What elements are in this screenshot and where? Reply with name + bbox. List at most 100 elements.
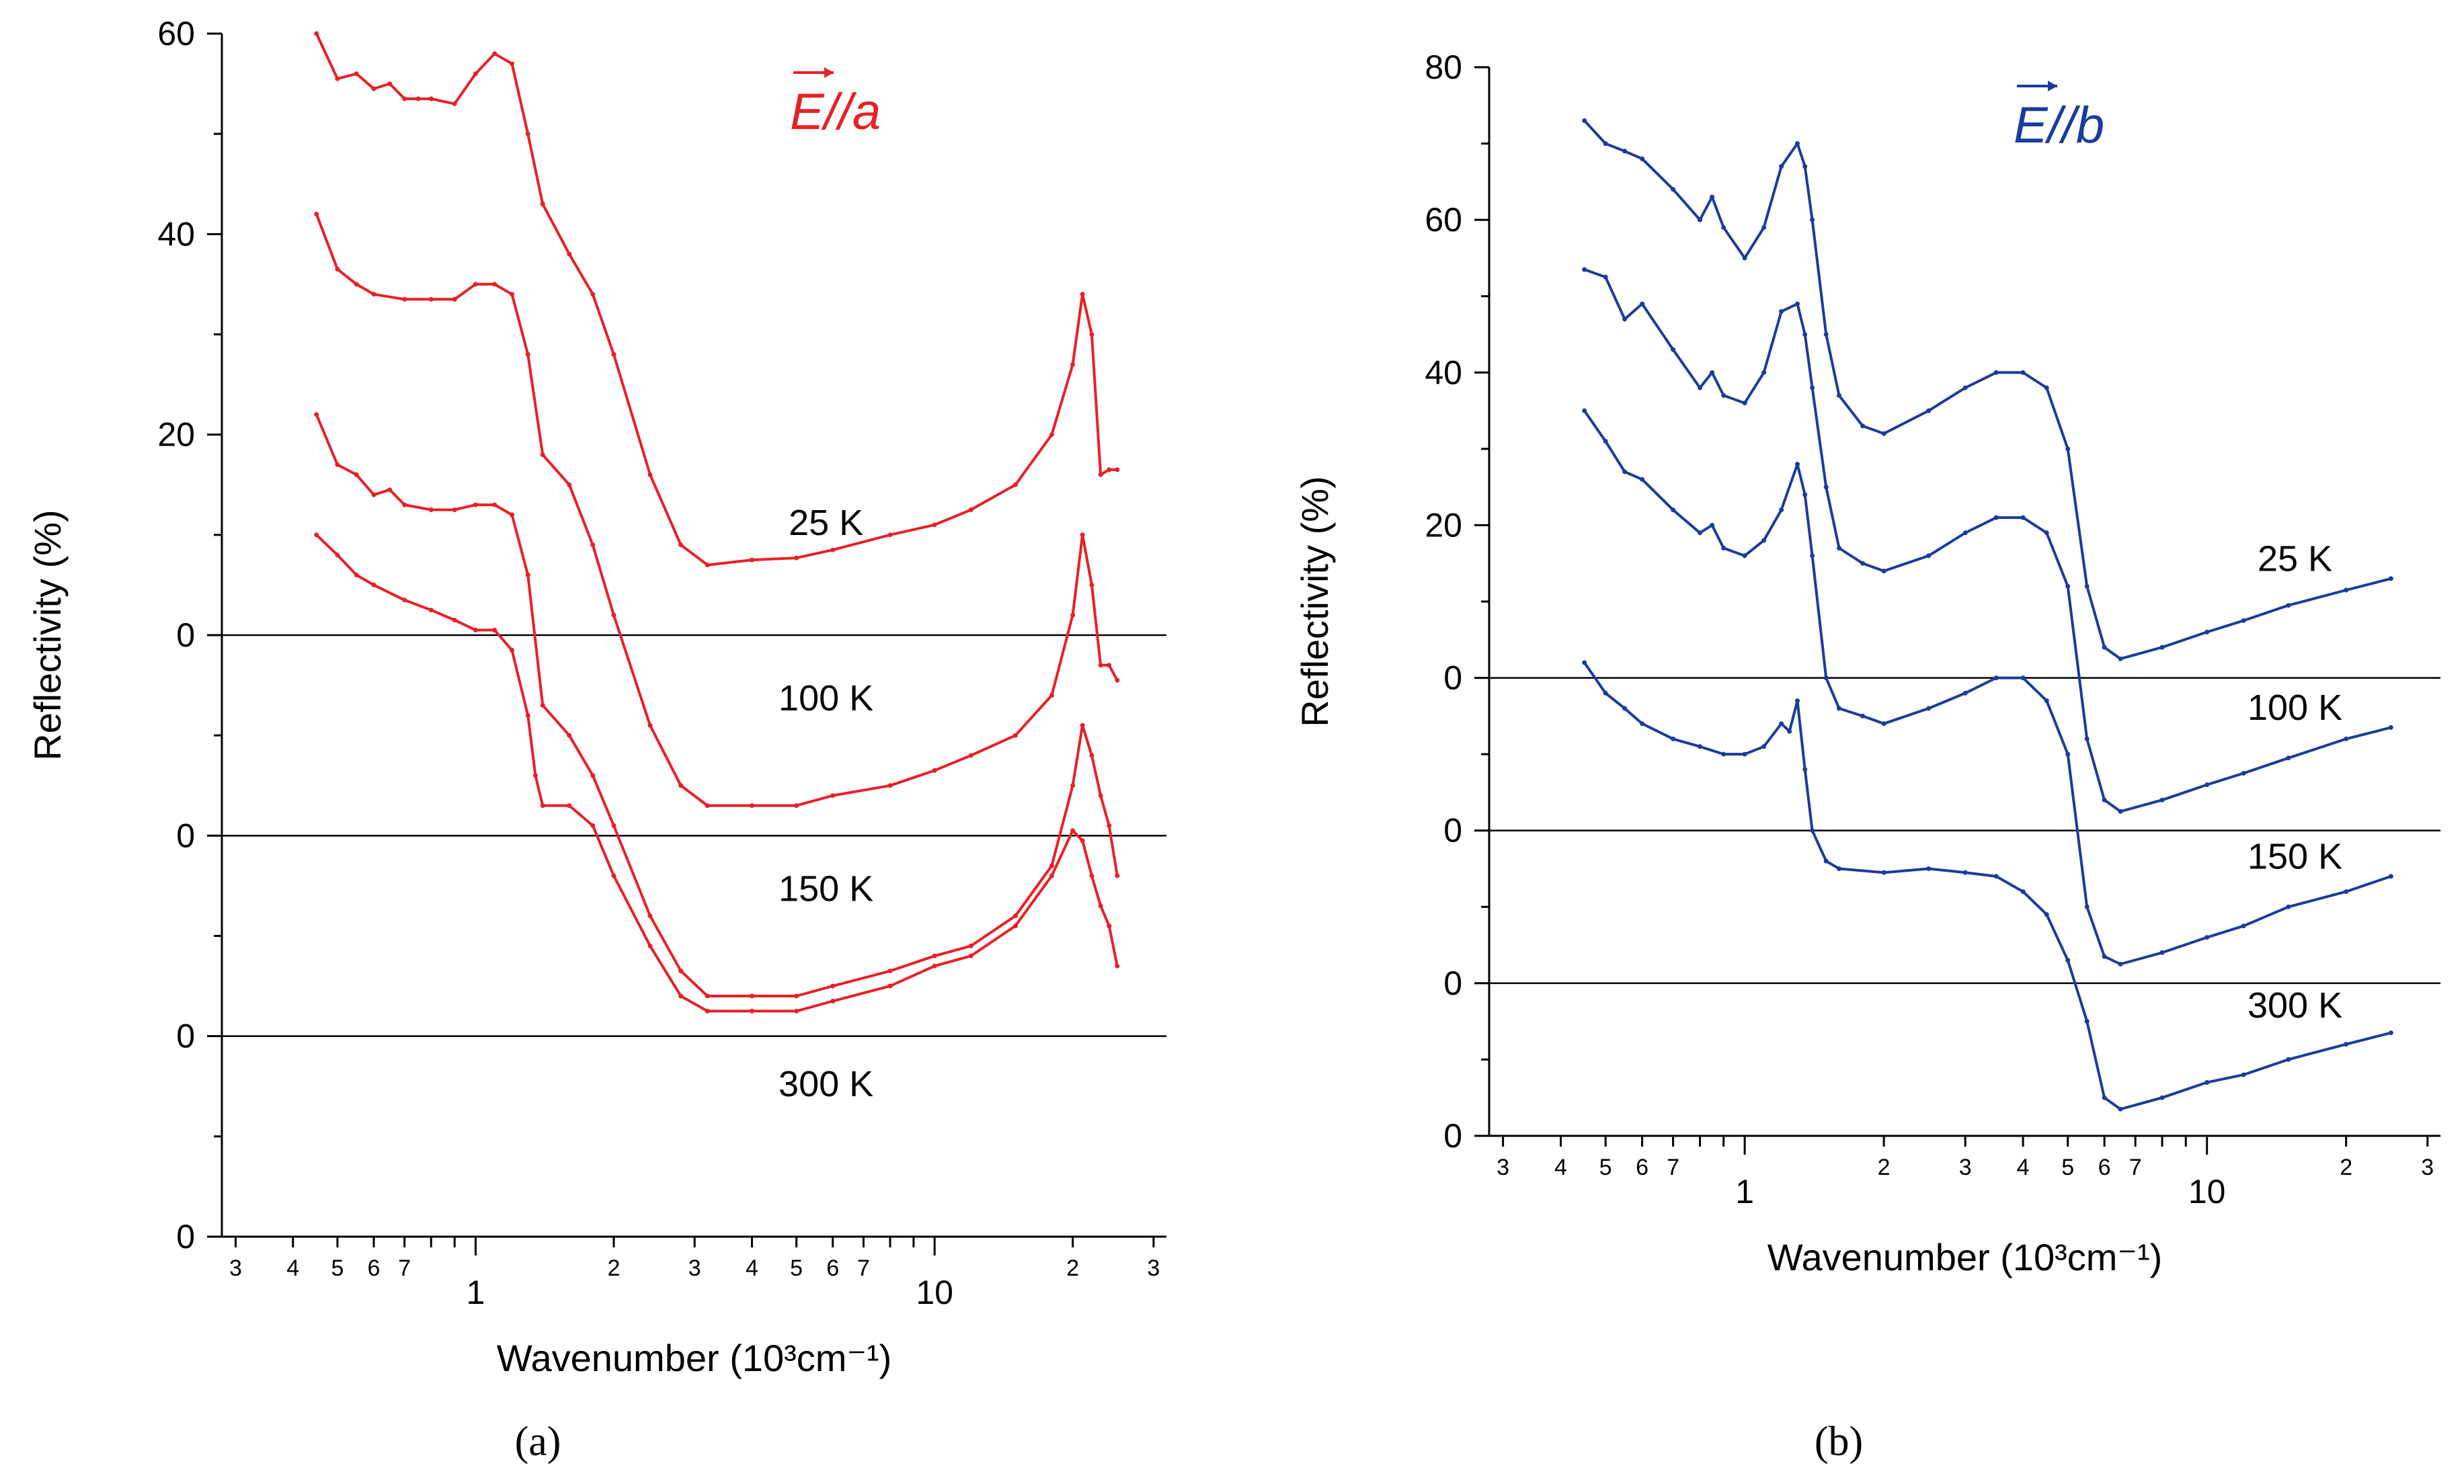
data-point [705,1008,710,1014]
data-point [1823,675,1829,681]
data-point [2118,656,2123,661]
x-minor-tick-label: 4 [1554,1155,1567,1180]
data-point [354,282,359,287]
data-point [1622,469,1628,475]
data-point [1926,408,1932,413]
data-point [1622,317,1628,322]
data-point [1926,553,1932,559]
data-point [830,793,836,798]
data-point [678,542,684,548]
data-point [1089,582,1095,587]
data-point [371,492,376,497]
data-point [452,296,457,302]
data-point [510,61,514,67]
data-point [1837,546,1841,550]
panel-label-b: (b) [1815,1419,1863,1465]
data-point [1671,187,1676,192]
data-point [2286,904,2291,909]
x-minor-tick-label: 4 [746,1255,758,1281]
data-point [2020,889,2026,895]
data-point [647,723,653,728]
data-point [452,101,457,106]
data-point [830,999,836,1003]
data-point [428,608,434,613]
data-point [314,412,319,417]
data-point [1860,423,1866,429]
x-minor-tick-label: 6 [2098,1155,2111,1180]
x-minor-tick-label: 2 [2340,1155,2352,1180]
data-point [2204,629,2210,634]
series-line-25k [315,33,1117,567]
data-point [1962,870,1968,875]
data-point [705,563,710,568]
data-point [1698,217,1702,222]
x-minor-tick-label: 2 [607,1255,620,1281]
data-point [1761,370,1767,375]
series-label-300k: 300 K [2248,985,2342,1026]
data-point [540,452,545,457]
data-point [2084,583,2090,589]
data-point [1881,431,1886,436]
data-point [510,292,514,297]
data-point [2084,736,2090,741]
data-point [1049,432,1054,438]
data-point [932,953,937,958]
data-point [1012,923,1018,929]
panel-label-a: (a) [515,1419,561,1465]
data-point [2102,797,2107,802]
data-point [1582,660,1587,665]
data-point [1962,385,1968,390]
data-point [2102,954,2107,959]
x-minor-tick-label: 6 [1636,1155,1648,1180]
data-point [2388,874,2393,879]
data-point [402,502,407,507]
series-label-300k: 300 K [779,1064,873,1104]
data-point [2118,962,2123,966]
x-minor-tick-label: 3 [229,1255,242,1281]
data-point [1837,706,1841,711]
data-point [1881,870,1886,875]
data-point [1622,149,1628,154]
series-label-150k: 150 K [2248,837,2342,877]
y-axis-title: Reflectivity (%) [1294,476,1336,727]
data-point [1640,156,1645,161]
data-point [1049,873,1054,878]
data-point [590,823,596,828]
data-point [932,522,937,528]
data-point [705,993,710,999]
data-point [1070,828,1076,833]
data-point [1098,903,1103,909]
data-point [1671,736,1676,741]
data-point [2388,576,2393,581]
data-point [1089,753,1095,758]
data-point [1098,472,1103,477]
series-label-150k: 150 K [779,868,873,909]
x-minor-tick-label: 5 [2061,1155,2074,1180]
data-point [473,628,478,632]
data-point [611,823,617,828]
data-point [2241,1072,2246,1077]
x-minor-tick-label: 6 [826,1255,839,1281]
data-point [1080,292,1085,297]
x-minor-tick-label: 3 [1497,1155,1509,1180]
data-point [1837,866,1841,871]
x-minor-tick-label: 3 [1959,1155,1972,1180]
data-point [2286,603,2291,608]
data-point [794,993,799,999]
data-point [1710,522,1715,528]
data-point [887,532,893,538]
series-label-25k: 25 K [2258,539,2332,579]
data-point [354,573,359,577]
data-point [1779,507,1784,513]
y-tick-label: 0 [1443,812,1462,850]
series-line-300k [315,534,1119,1013]
x-major-tick-label: 1 [467,1274,485,1311]
y-tick-label: 40 [1425,354,1462,391]
data-point [1098,663,1103,668]
data-point [2044,385,2049,390]
data-point [1810,828,1815,833]
data-point [1787,729,1792,734]
data-point [1107,923,1112,929]
y-tick-label: 0 [1443,1117,1462,1155]
data-point [1710,194,1715,200]
